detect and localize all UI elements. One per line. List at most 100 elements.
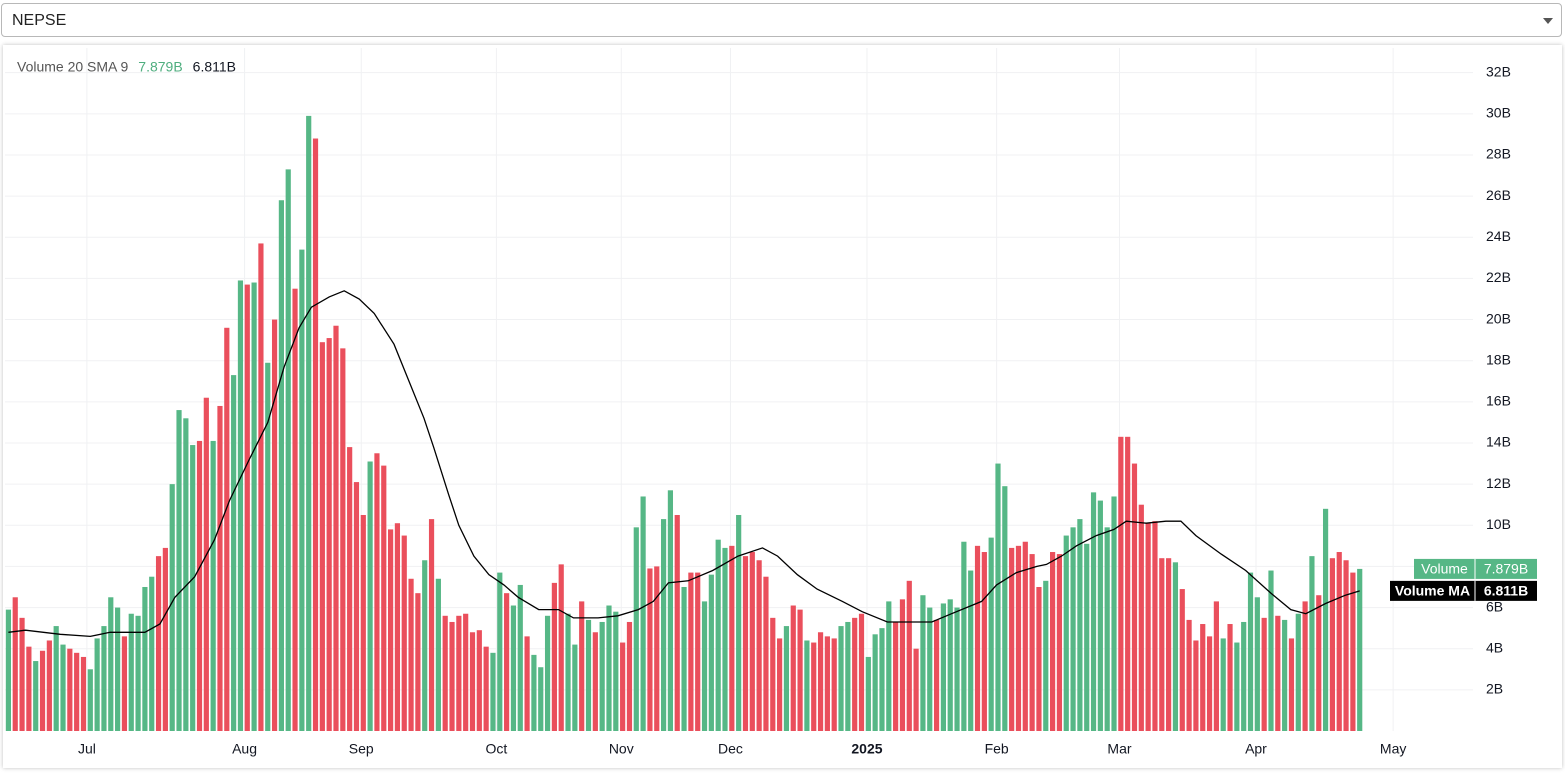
volume-bar [306,115,312,732]
volume-bar [142,586,148,731]
volume-bar [981,552,987,731]
volume-bar [1111,496,1117,731]
volume-bar [1336,552,1342,731]
volume-bar [715,539,721,731]
volume-bar [510,605,517,731]
volume-bar [149,576,155,731]
volume-bar [183,418,189,731]
tag-value-box [1475,580,1537,601]
volume-bar [374,453,380,731]
volume-bar [1015,545,1022,731]
volume-bar [933,619,940,731]
x-tick-label: Oct [485,741,507,757]
volume-bar [422,560,428,731]
volume-bar [258,243,264,731]
volume-bar [1316,595,1322,731]
volume-bar [203,397,209,731]
volume-bar [1275,615,1281,731]
volume-bar [1125,436,1131,731]
volume-bar [1118,436,1124,731]
volume-bar [688,572,694,731]
volume-bar [524,636,530,731]
volume-bar [770,617,776,731]
volume-bar [1227,624,1233,731]
volume-bar [231,375,237,731]
volume-bar [162,547,168,731]
volume-bar [347,447,353,731]
x-tick-label: 2025 [851,741,882,757]
volume-bar [169,484,175,731]
volume-bar [947,599,953,731]
volume-bar [660,519,667,731]
volume-bar [271,319,278,731]
volume-bar [1097,500,1103,731]
volume-bar [1152,521,1158,731]
volume-bar [19,617,25,731]
volume-bar [565,613,571,731]
volume-bar [749,552,755,731]
volume-bar [845,621,851,731]
volume-bar [626,621,633,731]
x-tick-label: Mar [1107,741,1131,757]
volume-bar [640,496,646,731]
volume-bar [1056,554,1063,731]
volume-bar [101,626,107,731]
y-tick-label: 24B [1486,228,1511,244]
volume-bar [674,514,680,731]
volume-bar [333,325,339,731]
x-tick-label: Nov [609,741,634,757]
volume-bar [155,556,162,731]
price-tag: Volume MA 6.811B [1390,580,1537,601]
volume-bar [1036,586,1042,731]
volume-bar [340,348,346,731]
volume-bar [995,463,1001,731]
volume-bar [353,482,360,731]
x-tick-label: Feb [985,741,1009,757]
volume-bar [1070,527,1076,731]
volume-bar [1077,519,1083,731]
volume-bar [115,607,121,731]
volume-bar [783,626,790,731]
tag-name-box [1414,558,1475,579]
volume-bar [1247,572,1254,731]
volume-bar [224,327,230,731]
volume-bar [60,644,66,731]
volume-bar [1029,554,1035,731]
volume-bar [1241,621,1247,731]
volume-bar [961,541,967,731]
volume-bar [824,636,830,731]
volume-bar [756,560,762,731]
tag-name: Volume MA [1395,583,1470,599]
volume-bar [777,638,783,731]
price-tag: Volume 7.879B [1414,558,1537,579]
volume-bar [1295,613,1301,731]
volume-bar [831,638,837,731]
volume-bar [1282,619,1288,731]
volume-bar [1009,547,1015,731]
volume-bar [592,632,598,731]
volume-bar [388,529,394,731]
volume-bar [217,405,223,731]
volume-bar [797,609,803,731]
volume-bar [1179,589,1185,731]
y-tick-label: 10B [1486,516,1511,532]
volume-bar [899,599,906,731]
volume-bar [46,640,52,731]
volume-bar [1131,463,1138,731]
volume-bar [879,628,885,731]
volume-bar [394,523,401,731]
symbol-select[interactable]: NEPSE [1,3,1562,37]
status-ma: 6.811B [193,59,236,75]
volume-bar [954,607,960,731]
volume-bar [858,613,865,731]
volume-bar [538,667,544,731]
volume-bar [906,580,912,731]
volume-bar [811,642,817,731]
volume-bar [1002,486,1008,731]
y-tick-label: 22B [1486,269,1511,285]
tag-value: 7.879B [1484,561,1528,577]
volume-bar [763,576,769,731]
tag-name-box [1390,580,1475,601]
y-tick-label: 20B [1486,310,1511,326]
y-tick-label: 32B [1486,63,1511,79]
